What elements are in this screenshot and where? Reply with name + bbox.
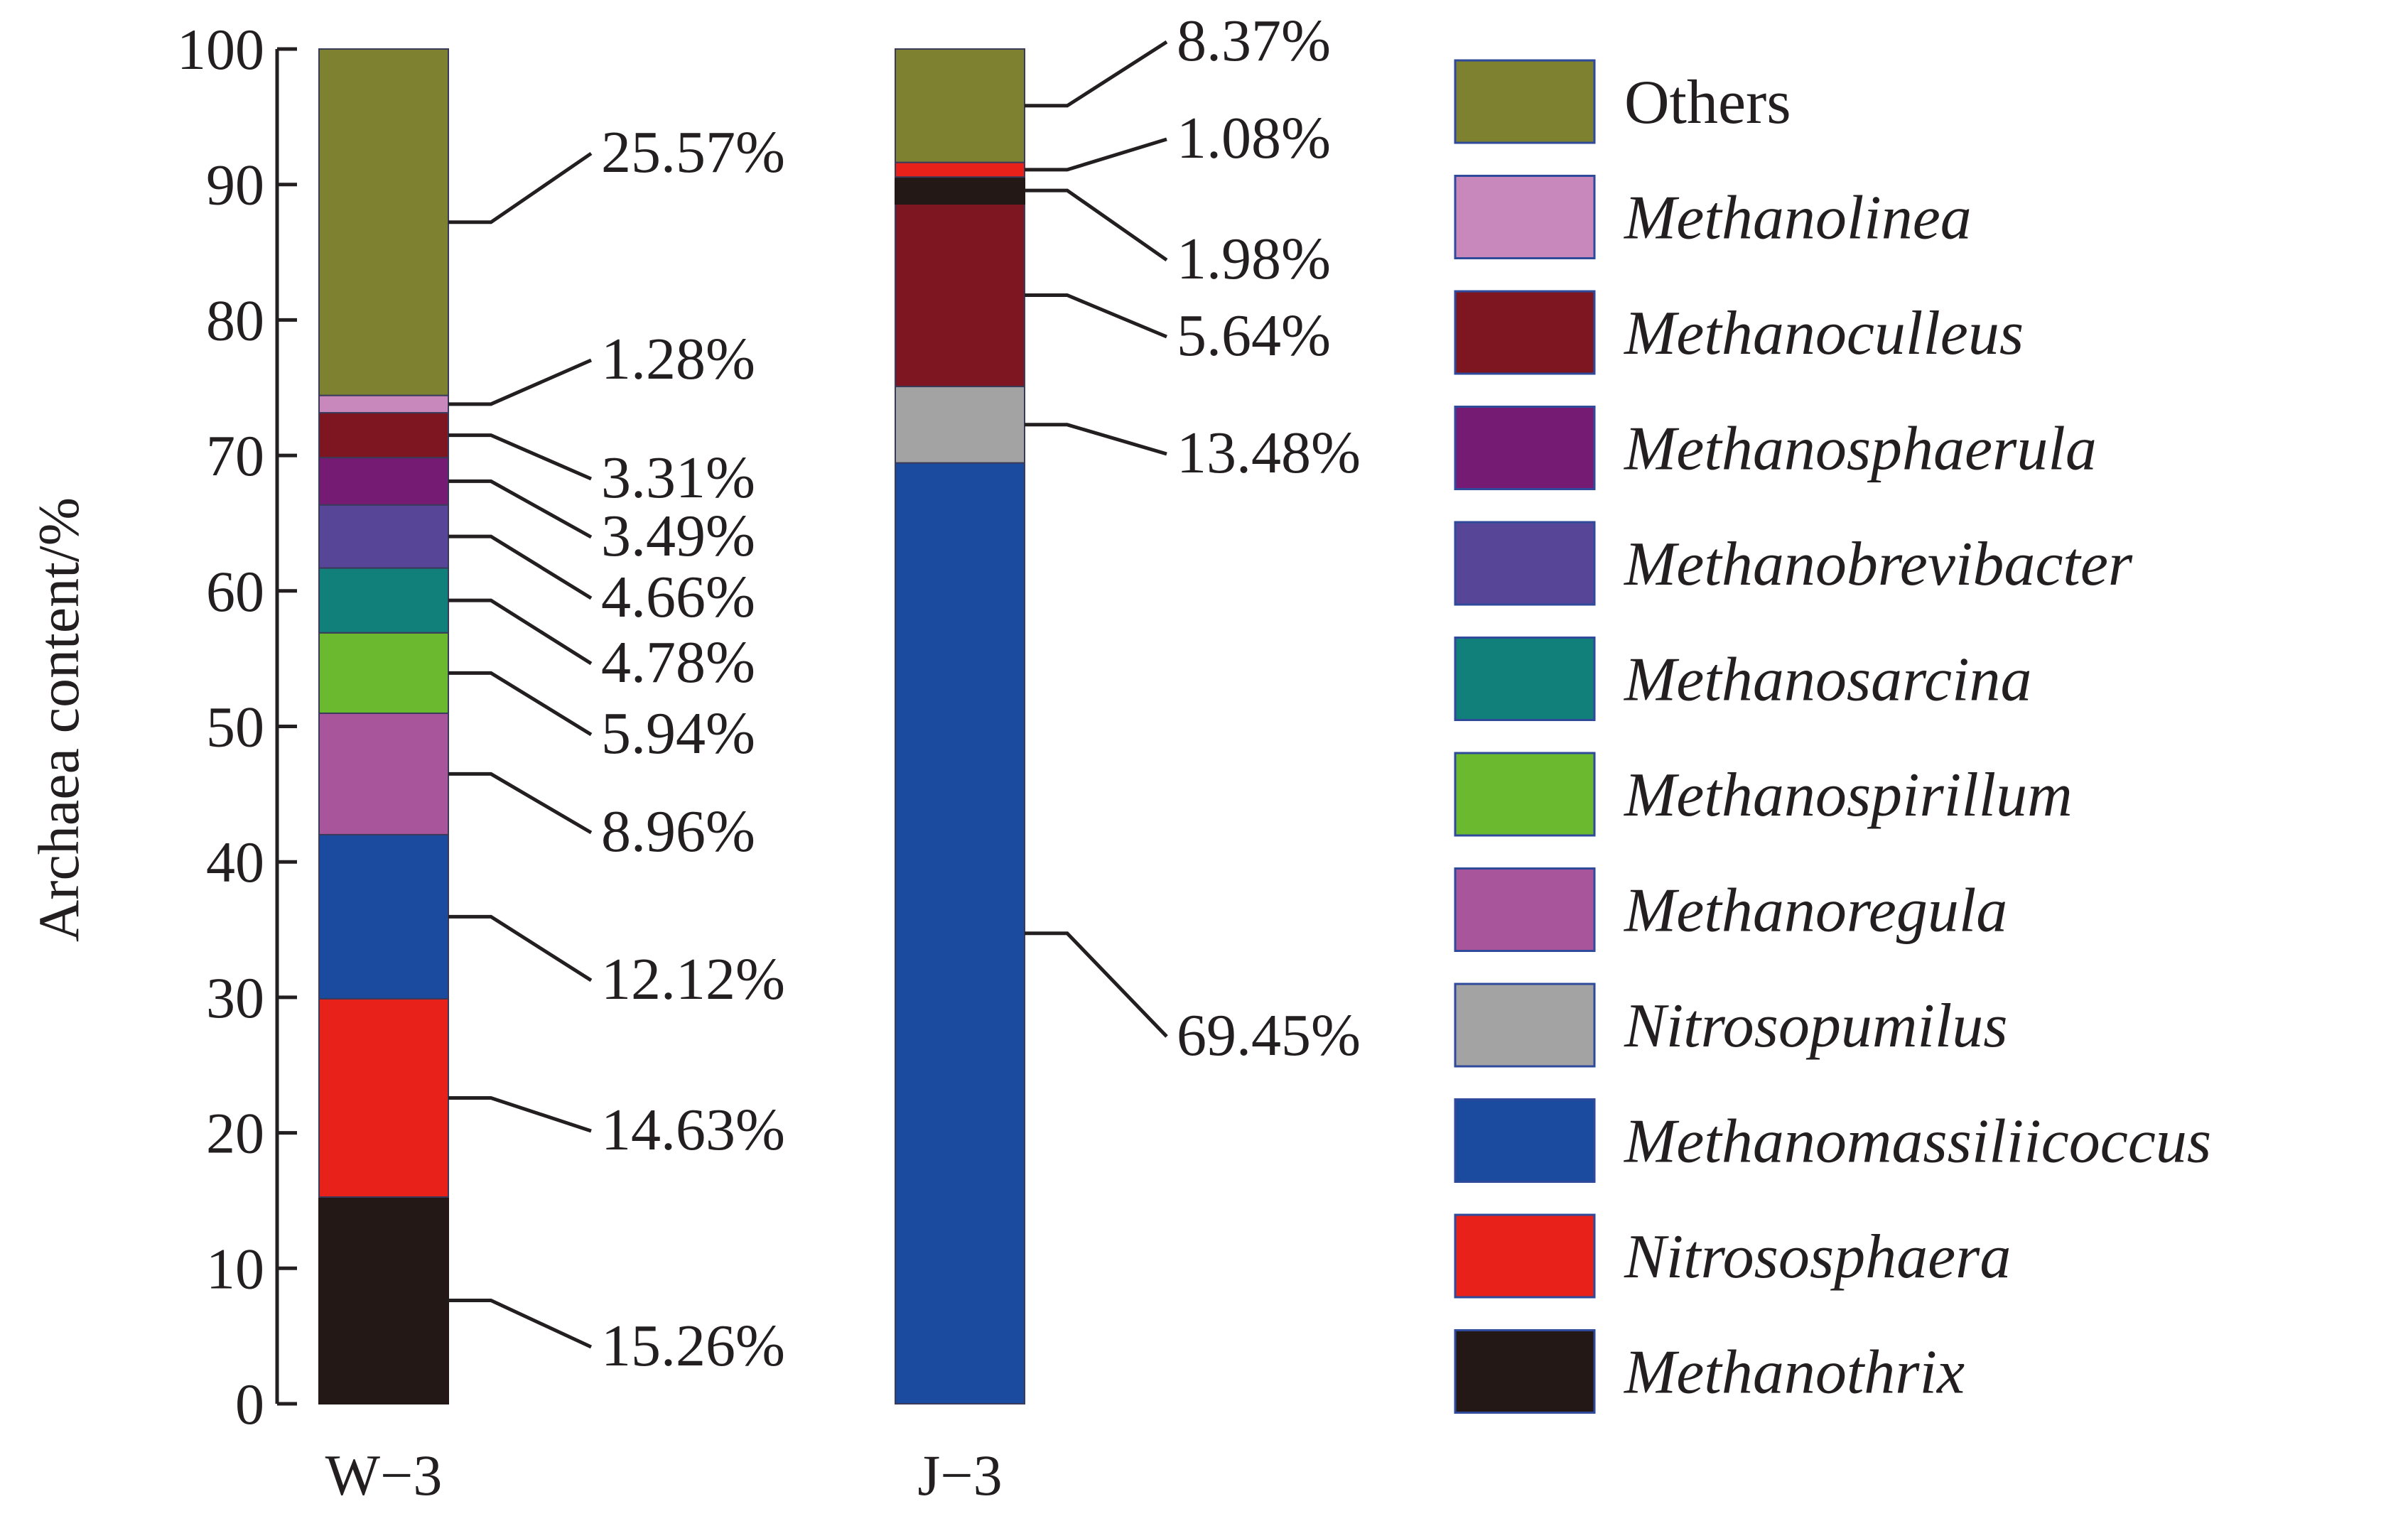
legend-swatch [1454,983,1596,1068]
leader-line [448,914,593,983]
leader-line [1025,188,1168,262]
bar-segment [318,1196,449,1405]
legend-swatch [1454,59,1596,144]
leader-line [448,1298,593,1349]
y-tick-label: 10 [206,1236,264,1301]
y-tick-label: 60 [206,559,264,624]
bar-segment [895,462,1025,1404]
leader-line [1025,423,1167,456]
data-label: 1.08% [1177,105,1331,171]
data-label: 69.45% [1177,1002,1361,1068]
y-tick-label: 90 [206,153,264,217]
bar-segment [318,713,449,835]
legend-swatch [1454,637,1596,721]
data-label: 1.98% [1177,226,1331,292]
legend-label: Methanosphaerula [1623,415,2097,484]
data-label: 13.48% [1177,420,1361,486]
y-tick-label: 40 [206,830,264,894]
leader-line [448,534,593,600]
legend-label: Methanoculleus [1623,299,2024,368]
legend-label: Methanoregula [1623,877,2007,946]
bar-segment [318,48,449,396]
bar-segment [895,176,1025,205]
x-category-label: J−3 [917,1443,1002,1508]
y-tick-label: 80 [206,288,264,352]
data-label: 15.26% [601,1313,785,1379]
data-label: 5.94% [601,700,755,767]
legend-swatch [1454,1213,1596,1299]
bar-segment [318,567,449,634]
legend: Others Methanolinea Methanoculleus Methanos… [1454,59,2211,1414]
y-tick-label: 30 [206,965,264,1030]
y-tick-label: 70 [206,423,264,488]
bar-segment [895,48,1025,163]
y-axis-label: Archaea content/% [26,497,91,942]
y-tick-label: 20 [206,1101,264,1166]
data-label: 3.31% [601,445,755,511]
bars: W−3 J−3 [318,48,1025,1508]
y-tick-label: 100 [177,17,264,82]
legend-label: Nitrososphaera [1624,1223,2011,1292]
leader-line [1025,137,1167,172]
data-label: 25.57% [601,119,785,185]
legend-swatch [1454,1329,1596,1414]
x-category-label: W−3 [325,1443,443,1508]
data-label: 3.49% [601,503,755,569]
legend-swatch [1454,406,1596,490]
legend-swatch [1454,867,1596,952]
legend-label: Methanolinea [1623,184,1972,253]
bar-segment [318,457,449,506]
data-label: 4.78% [601,629,755,695]
bar-segment [895,386,1025,464]
legend-label: Methanobrevibacter [1623,530,2133,599]
data-label: 4.66% [601,564,755,630]
bar-segment [895,161,1025,178]
legend-label: Methanothrix [1623,1338,1965,1407]
leader-line [448,433,592,481]
data-label: 8.96% [601,799,755,865]
leader-line [1025,293,1167,339]
leader-line [1025,40,1168,108]
legend-label: Methanosarcina [1623,646,2032,715]
legend-swatch [1454,290,1596,375]
data-label: 14.63% [601,1097,785,1163]
leader-line [448,1095,592,1133]
y-tick-label: 0 [235,1372,264,1436]
data-label: 12.12% [601,946,785,1012]
data-label: 1.28% [601,326,755,392]
bar-segment [318,632,449,715]
bar-segment [318,504,449,569]
legend-label: Methanomassiliicoccus [1623,1108,2211,1176]
data-label-leaders: 15.26%14.63%12.12%8.96%5.94%4.78%4.66%3.… [448,8,1361,1379]
legend-label: Nitrosopumilus [1624,992,2008,1061]
leader-line [1025,931,1168,1038]
legend-swatch [1454,521,1596,606]
legend-label: Others [1624,68,1791,137]
y-axis: 0 10 20 30 40 50 60 70 80 90 100 [177,17,297,1436]
legend-swatch [1454,1098,1596,1183]
leader-line [448,772,593,835]
legend-swatch [1454,752,1596,837]
leader-line [448,671,593,737]
data-label: 8.37% [1177,8,1331,74]
bar-segment [318,997,449,1198]
bar-segment [318,412,449,459]
leader-line [448,598,593,666]
legend-label: Methanospirillum [1623,761,2073,830]
leader-line [448,151,593,224]
bar-segment [895,202,1025,388]
bar-segment [318,394,449,414]
data-label: 5.64% [1177,303,1331,369]
leader-line [448,479,593,539]
leader-line [448,358,593,406]
bar-segment [318,833,449,1000]
legend-swatch [1454,175,1596,259]
y-tick-label: 50 [206,695,264,759]
